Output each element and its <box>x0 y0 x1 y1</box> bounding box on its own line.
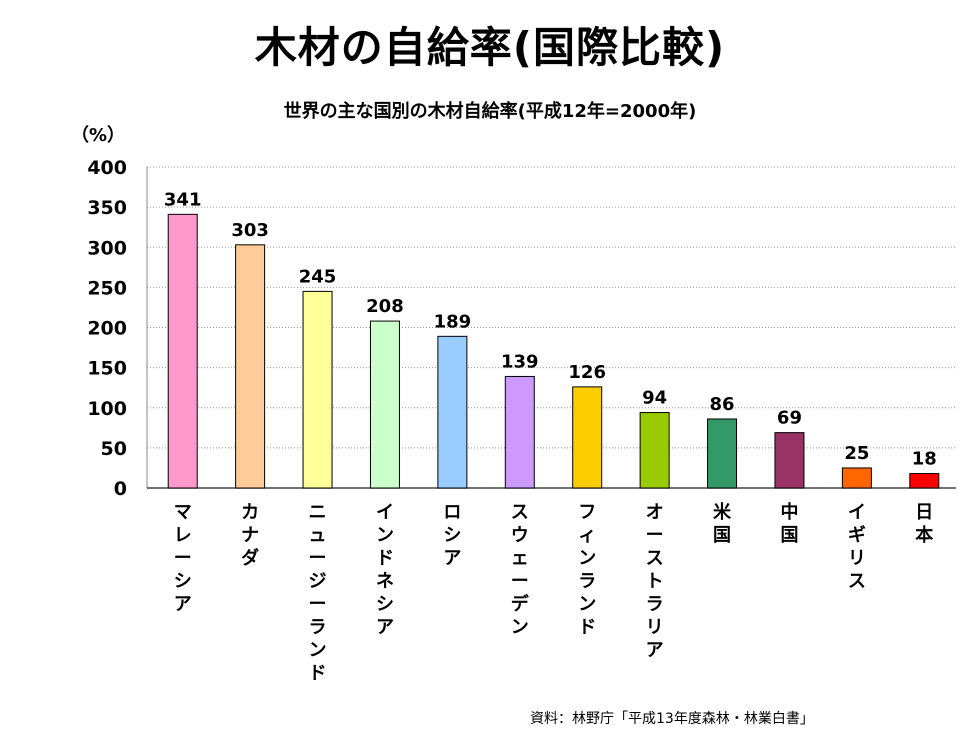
bar-value-label: 86 <box>710 394 735 415</box>
y-tick-label: 0 <box>114 478 127 500</box>
bar-value-label: 69 <box>777 408 802 429</box>
bar <box>235 244 266 489</box>
x-category-label: ロシア <box>443 502 461 569</box>
y-tick-label: 350 <box>87 197 127 219</box>
bar <box>909 473 940 489</box>
y-tick-label: 200 <box>87 318 127 340</box>
bar <box>369 320 400 489</box>
bar-value-label: 341 <box>164 189 202 210</box>
bar-value-label: 303 <box>231 220 269 241</box>
bar-value-label: 126 <box>568 362 606 383</box>
bar <box>572 386 603 489</box>
x-category-label: オーストラリア <box>646 502 664 661</box>
x-category-label: 米国 <box>713 501 732 546</box>
x-category-label: フィンランド <box>578 502 596 638</box>
x-category-label: スウェーデン <box>511 502 530 638</box>
x-category-label: カナダ <box>241 502 259 569</box>
bar <box>504 375 535 489</box>
x-category-label: インドネシア <box>376 502 394 638</box>
bar-value-label: 208 <box>366 296 404 317</box>
bar-value-label: 245 <box>299 266 337 287</box>
source-note: 資料：林野庁「平成13年度森林・林業白書」 <box>530 711 814 727</box>
bar-value-label: 18 <box>912 449 937 470</box>
x-category-label: マレーシア <box>174 502 192 615</box>
bar <box>774 432 805 489</box>
bar-value-label: 189 <box>434 311 472 332</box>
y-tick-label: 400 <box>87 157 127 179</box>
x-category-label: ニュージーランド <box>309 502 327 684</box>
y-tick-label: 250 <box>87 277 127 299</box>
y-axis-unit-label: （%） <box>71 125 125 146</box>
x-category-label: 日本 <box>915 502 933 546</box>
x-category-label: 中国 <box>780 501 798 546</box>
bar <box>707 418 738 489</box>
bar-value-label: 139 <box>501 351 539 372</box>
y-tick-label: 50 <box>101 438 127 460</box>
bar <box>167 213 198 489</box>
bar <box>841 467 872 489</box>
bar <box>639 412 670 489</box>
bar <box>302 290 333 489</box>
chart-title: 木材の自給率(国際比較) <box>254 23 726 72</box>
y-tick-label: 300 <box>87 237 127 259</box>
y-tick-label: 100 <box>87 398 127 420</box>
bar-value-label: 94 <box>642 388 667 409</box>
bar <box>437 335 468 489</box>
chart-subtitle: 世界の主な国別の木材自給率(平成12年=2000年) <box>283 101 697 122</box>
y-tick-label: 150 <box>87 358 127 380</box>
x-category-label: イギリス <box>848 502 866 592</box>
bar-value-label: 25 <box>844 443 869 464</box>
